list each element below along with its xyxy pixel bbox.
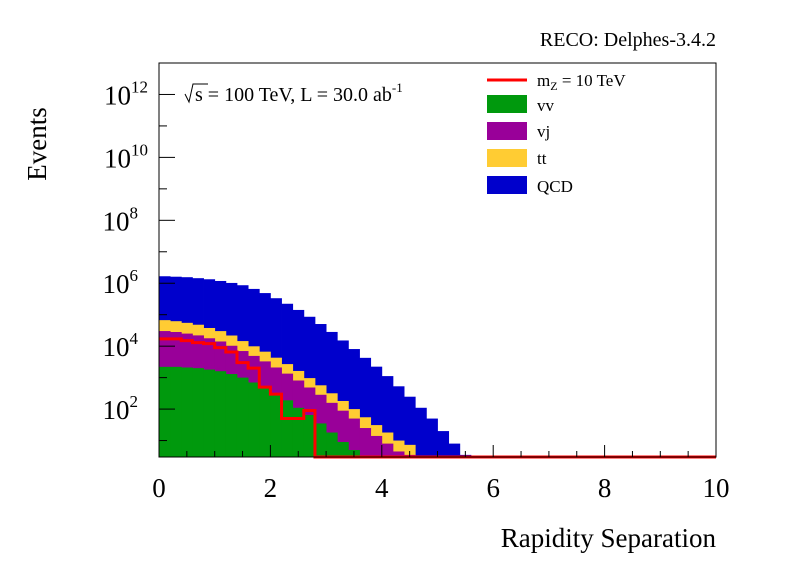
x-tick-label: 8 bbox=[598, 473, 612, 503]
x-tick-label: 0 bbox=[152, 473, 166, 503]
bar-vv bbox=[337, 441, 349, 457]
bar-qcd bbox=[448, 443, 461, 457]
legend-swatch-vv bbox=[487, 95, 527, 113]
legend-label-signal: mZ = 10 TeV bbox=[537, 71, 626, 93]
x-tick-label: 10 bbox=[703, 473, 730, 503]
legend-swatch-tt bbox=[487, 149, 527, 167]
bar-vv bbox=[181, 367, 193, 457]
bar-vj bbox=[337, 410, 349, 457]
bar-vv bbox=[225, 374, 238, 457]
x-tick-label: 4 bbox=[375, 473, 389, 503]
top-label: RECO: Delphes-3.4.2 bbox=[540, 29, 716, 51]
bar-vv bbox=[170, 366, 182, 457]
bar-vv bbox=[303, 414, 316, 457]
y-tick-label: 102 bbox=[103, 392, 139, 425]
y-tick-label: 104 bbox=[103, 329, 139, 362]
bar-qcd bbox=[392, 386, 405, 457]
legend-swatch-vj bbox=[487, 122, 527, 140]
legend-label-vv: vv bbox=[537, 96, 555, 115]
bar-vv bbox=[248, 382, 260, 457]
bar-vv bbox=[314, 423, 327, 457]
axes: 0 2 4 6 8 10 102 104 106 108 1010 1012 bbox=[103, 62, 730, 503]
bar-qcd bbox=[404, 396, 416, 457]
bar-tt bbox=[404, 444, 416, 457]
y-tick-label: 108 bbox=[103, 203, 139, 236]
bar-vj bbox=[381, 443, 394, 457]
y-tick-label: 1010 bbox=[104, 140, 148, 173]
y-axis-label: Events bbox=[22, 107, 52, 181]
bar-qcd bbox=[426, 418, 438, 457]
bar-vj bbox=[392, 451, 405, 457]
bar-vv bbox=[292, 407, 305, 457]
bar-vv bbox=[259, 387, 271, 457]
bar-qcd bbox=[359, 357, 372, 457]
x-tick-label: 2 bbox=[264, 473, 278, 503]
bar-qcd bbox=[381, 376, 394, 457]
y-tick-label: 1012 bbox=[104, 77, 148, 110]
x-tick-label: 6 bbox=[486, 473, 500, 503]
bar-vv bbox=[281, 400, 294, 457]
annotation-superscript: -1 bbox=[392, 80, 403, 95]
legend-label-qcd: QCD bbox=[537, 177, 573, 196]
bar-qcd bbox=[337, 340, 349, 457]
bar-vv bbox=[159, 366, 171, 457]
bar-vv bbox=[326, 432, 338, 457]
bar-vj bbox=[326, 402, 338, 457]
bar-tt bbox=[392, 440, 405, 457]
bar-vj bbox=[348, 418, 360, 457]
bar-qcd bbox=[415, 407, 427, 457]
bar-vv bbox=[236, 377, 249, 457]
bar-vv bbox=[192, 368, 204, 457]
legend-swatch-qcd bbox=[487, 176, 527, 194]
bar-vj bbox=[359, 428, 372, 457]
legend-label-vj: vj bbox=[537, 122, 550, 141]
plot-area bbox=[159, 276, 716, 459]
bar-qcd bbox=[348, 349, 360, 457]
y-tick-label: 106 bbox=[103, 266, 139, 299]
sqrt-icon bbox=[184, 83, 208, 104]
bar-vv bbox=[270, 394, 282, 457]
x-axis-label: Rapidity Separation bbox=[501, 523, 717, 553]
bar-qcd bbox=[370, 366, 383, 457]
bar-vv bbox=[214, 371, 227, 457]
legend-label-tt: tt bbox=[537, 149, 547, 168]
annotation-text: = 100 TeV, L = 30.0 ab bbox=[203, 84, 392, 106]
sqrt-argument: s bbox=[195, 84, 203, 106]
bar-qcd bbox=[437, 431, 450, 457]
bar-vv bbox=[203, 369, 216, 457]
svg-text:s = 100 TeV, L = 30.0 ab-1: s = 100 TeV, L = 30.0 ab-1 bbox=[195, 80, 403, 106]
legend: mZ = 10 TeV vv vj tt QCD bbox=[487, 71, 626, 196]
energy-lumi-annotation: s = 100 TeV, L = 30.0 ab-1 bbox=[184, 80, 403, 106]
bar-vj bbox=[370, 435, 383, 457]
